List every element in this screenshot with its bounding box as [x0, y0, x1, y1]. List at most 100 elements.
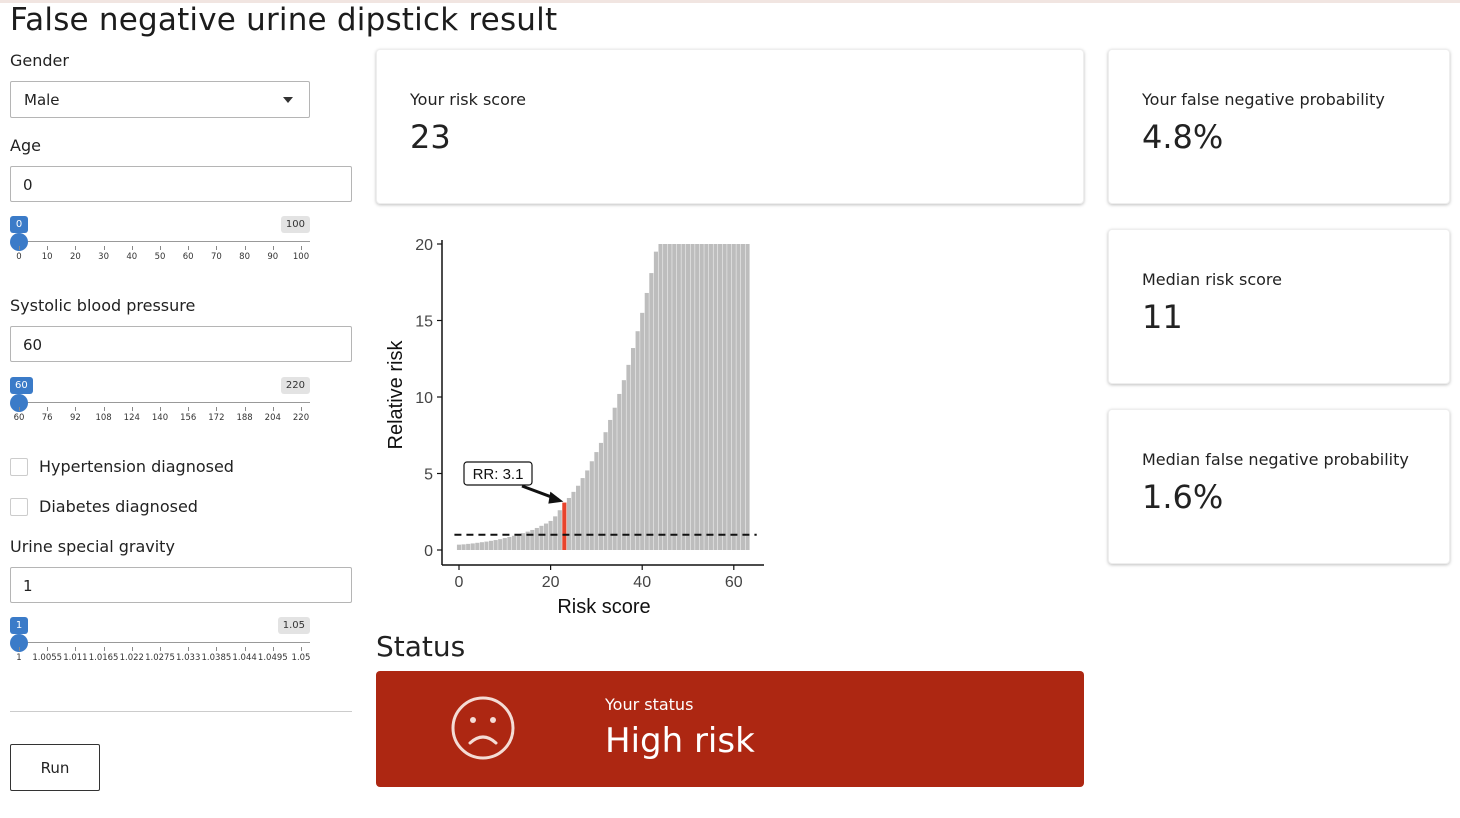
sbp-input[interactable]: 60: [10, 326, 352, 362]
slider-tick-label: 30: [98, 252, 110, 262]
gender-select[interactable]: Male: [10, 81, 310, 118]
status-label: Your status: [605, 695, 694, 714]
slider-tick-label: 60: [13, 413, 25, 423]
slider-tick-label: 1.011: [63, 653, 88, 663]
bar: [644, 292, 649, 550]
slider-tick: [47, 647, 49, 651]
slider-tick-label: 70: [210, 252, 222, 262]
slider-tick-label: 1.033: [176, 653, 201, 663]
slider-tick: [131, 407, 133, 411]
bar: [722, 244, 727, 550]
gravity-slider[interactable]: 1 1.05 1 1.0055 1.011 1.0165 1.022 1.0275 1.03…: [10, 617, 310, 677]
slider-tick-label: 60: [182, 252, 194, 262]
slider-tick: [47, 246, 49, 250]
bar: [571, 491, 576, 550]
bar: [516, 534, 521, 550]
risk-score-title: Your risk score: [410, 90, 526, 109]
slider-tick-label: 1.022: [119, 653, 144, 663]
sbp-slider-handle[interactable]: [10, 394, 28, 412]
slider-tick: [216, 407, 218, 411]
hypertension-checkbox[interactable]: [10, 458, 28, 476]
sbp-label: Systolic blood pressure: [10, 296, 196, 315]
run-button[interactable]: Run: [10, 744, 100, 791]
gravity-slider-max: 1.05: [277, 617, 310, 634]
gravity-slider-handle[interactable]: [10, 634, 28, 652]
slider-tick-label: 50: [154, 252, 166, 262]
bar: [717, 244, 723, 550]
slider-tick-label: 188: [236, 413, 253, 423]
bar: [475, 542, 480, 550]
slider-tick-label: 1.0275: [145, 653, 175, 663]
age-label: Age: [10, 136, 41, 155]
slider-tick-label: 1.044: [232, 653, 257, 663]
slider-tick-label: 1.0495: [257, 653, 288, 663]
age-input[interactable]: 0: [10, 166, 352, 202]
page-title: False negative urine dipstick result: [10, 2, 558, 38]
bar: [699, 244, 704, 550]
bar: [608, 419, 613, 550]
slider-tick: [272, 647, 274, 651]
bar: [635, 331, 640, 550]
bar: [708, 244, 713, 550]
annotation-box: [463, 461, 533, 486]
sbp-slider[interactable]: 60 220 60 76 92 108 124 140 156 172 188 204 220: [10, 377, 310, 437]
slider-tick: [103, 647, 105, 651]
x-tick-label: 40: [633, 574, 651, 591]
slider-tick-label: 1.0165: [88, 653, 119, 663]
y-tick-label: 0: [424, 543, 433, 560]
bar: [727, 244, 732, 550]
chevron-down-icon: [283, 97, 293, 103]
slider-tick-label: 220: [292, 413, 310, 423]
bar: [640, 312, 645, 550]
annotation-arrowhead: [548, 491, 564, 504]
slider-tick-label: 92: [69, 413, 81, 423]
slider-tick: [272, 246, 274, 250]
bar: [585, 470, 590, 550]
median-risk-value: 11: [1142, 298, 1183, 336]
highlight-bar: [562, 502, 567, 550]
age-slider-handle[interactable]: [10, 233, 28, 251]
slider-tick: [216, 647, 218, 651]
slider-tick: [216, 246, 218, 250]
slider-tick-label: 1.0385: [201, 653, 232, 663]
sbp-slider-max: 220: [280, 377, 310, 394]
fn-probability-title: Your false negative probability: [1142, 90, 1385, 109]
bar: [461, 544, 466, 550]
slider-tick: [75, 246, 77, 250]
bar: [557, 510, 562, 550]
bar: [676, 244, 681, 550]
slider-tick-label: 124: [123, 413, 140, 423]
bar: [672, 244, 677, 550]
gravity-slider-track[interactable]: [19, 642, 310, 643]
slider-tick: [244, 647, 246, 651]
slider-tick: [75, 407, 77, 411]
bar: [617, 393, 622, 550]
slider-tick-label: 172: [208, 413, 225, 423]
slider-tick: [301, 246, 302, 250]
slider-tick-label: 108: [95, 413, 112, 423]
annotation-label: RR: 3.1: [473, 466, 524, 483]
sbp-slider-track[interactable]: [19, 402, 310, 403]
bar: [621, 380, 626, 550]
bar: [663, 244, 668, 550]
bar: [589, 461, 594, 550]
bar: [566, 497, 571, 550]
gravity-input[interactable]: 1: [10, 567, 352, 603]
diabetes-checkbox[interactable]: [10, 498, 28, 516]
status-heading: Status: [376, 630, 466, 663]
bar: [493, 540, 498, 550]
age-slider[interactable]: 0 100 0 10 20 30 40 50 60 70 80 90 100: [10, 216, 310, 276]
fn-probability-value: 4.8%: [1142, 118, 1224, 156]
hypertension-label: Hypertension diagnosed: [39, 457, 234, 476]
bar: [543, 523, 549, 550]
gender-value: Male: [24, 91, 60, 109]
bar: [539, 525, 544, 550]
age-slider-track[interactable]: [19, 241, 310, 242]
top-border: [0, 0, 1460, 3]
slider-tick: [103, 246, 105, 250]
slider-tick: [301, 647, 302, 651]
y-tick-label: 5: [424, 467, 433, 484]
bar: [658, 244, 663, 550]
chart-y-label: Relative risk: [385, 340, 407, 450]
slider-tick: [244, 246, 246, 250]
